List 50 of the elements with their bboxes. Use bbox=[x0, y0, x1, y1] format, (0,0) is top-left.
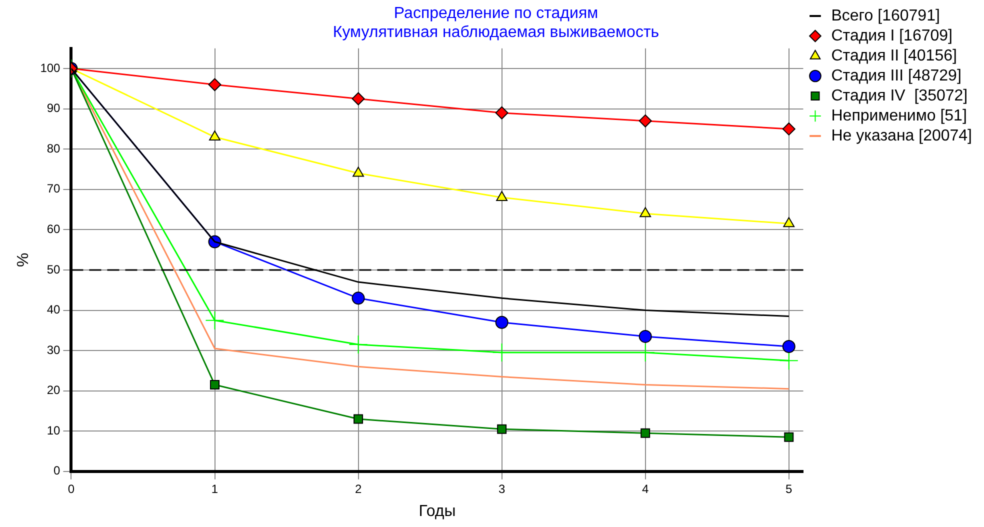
y-tick-label: 50 bbox=[46, 262, 61, 276]
y-tick-label: 70 bbox=[46, 182, 61, 196]
point bbox=[495, 106, 508, 120]
legend-label: Неприменимо [51] bbox=[831, 107, 967, 124]
legend-label: Стадия II [40156] bbox=[831, 47, 957, 64]
y-tick-label: 60 bbox=[46, 222, 61, 236]
point bbox=[210, 380, 220, 390]
y-tick-label: 40 bbox=[46, 302, 61, 317]
point bbox=[352, 166, 364, 177]
point bbox=[495, 316, 508, 329]
point bbox=[782, 340, 796, 354]
point bbox=[209, 130, 220, 141]
y-tick-label: 20 bbox=[46, 383, 61, 398]
legend-label: Не указана [20074] bbox=[831, 127, 972, 144]
point bbox=[208, 78, 222, 92]
x-tick-label: 0 bbox=[68, 482, 75, 496]
y-tick-label: 80 bbox=[46, 141, 61, 156]
x-tick-label: 5 bbox=[786, 482, 793, 496]
point bbox=[205, 310, 224, 330]
y-tick-label: 0 bbox=[54, 464, 61, 478]
point bbox=[638, 114, 652, 128]
point bbox=[497, 424, 507, 434]
x-axis-title: Годы bbox=[418, 502, 456, 520]
y-tick-label: 10 bbox=[46, 423, 61, 438]
point bbox=[352, 92, 365, 106]
y-axis-title: % bbox=[15, 252, 32, 268]
point bbox=[352, 292, 365, 305]
point bbox=[640, 207, 652, 218]
point bbox=[496, 190, 508, 201]
text: Распределение по стадиям bbox=[394, 5, 598, 22]
point bbox=[348, 335, 368, 354]
legend-label: Стадия IV [35072] bbox=[831, 87, 968, 104]
legend-label: Стадия I [16709] bbox=[831, 27, 952, 44]
y-tick-label: 30 bbox=[46, 342, 61, 357]
y-tick-label: 90 bbox=[46, 101, 61, 116]
legend-label: Всего [160791] bbox=[831, 7, 940, 24]
y-tick-label: 100 bbox=[40, 60, 61, 75]
point bbox=[640, 428, 650, 438]
x-tick-label: 3 bbox=[498, 482, 506, 496]
point bbox=[784, 432, 794, 442]
x-tick-label: 1 bbox=[211, 482, 218, 496]
point bbox=[638, 330, 652, 343]
legend-label: Стадия III [48729] bbox=[831, 67, 962, 84]
point bbox=[782, 122, 796, 136]
x-tick-label: 2 bbox=[354, 482, 362, 496]
text: Кумулятивная наблюдаемая выживаемость bbox=[332, 24, 660, 42]
x-tick-label: 4 bbox=[642, 482, 650, 496]
point bbox=[779, 351, 798, 370]
point bbox=[354, 414, 364, 424]
point bbox=[783, 217, 795, 228]
